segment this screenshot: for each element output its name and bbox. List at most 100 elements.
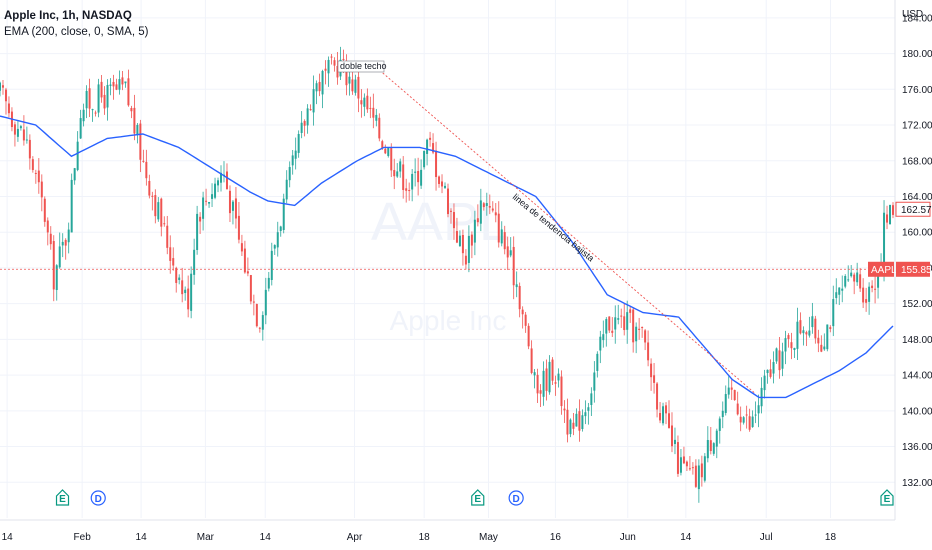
candle-body xyxy=(790,342,793,349)
candle-body xyxy=(862,287,865,303)
candle-body xyxy=(37,170,40,183)
candle-body xyxy=(327,59,330,74)
dividend-marker[interactable]: D xyxy=(90,490,106,506)
candle-body xyxy=(417,171,420,183)
candle-body xyxy=(560,376,563,407)
candle-body xyxy=(369,107,372,109)
candle-body xyxy=(264,289,267,316)
candle-body xyxy=(429,137,432,140)
candle-body xyxy=(145,161,148,179)
currency-label: USD xyxy=(902,9,923,20)
candle-body xyxy=(641,327,644,329)
candle-body xyxy=(121,77,124,85)
candle-body xyxy=(808,330,811,336)
candle-body xyxy=(844,276,847,287)
candle-body xyxy=(542,370,545,397)
candle-body xyxy=(811,316,814,328)
dividend-marker[interactable]: D xyxy=(508,490,524,506)
svg-text:D: D xyxy=(513,494,520,505)
candle-body xyxy=(157,202,160,220)
candle-body xyxy=(617,318,620,320)
time-axis[interactable] xyxy=(0,520,932,550)
candle-body xyxy=(784,338,787,352)
candle-body xyxy=(889,204,892,225)
svg-text:E: E xyxy=(474,494,481,505)
price-tick: 136.00 xyxy=(902,442,932,453)
candle-body xyxy=(166,225,169,248)
candle-body xyxy=(205,200,208,202)
candle-body xyxy=(85,90,88,109)
candle-body xyxy=(709,440,712,452)
time-tick: 16 xyxy=(550,532,562,543)
candle-body xyxy=(817,337,820,344)
time-tick: May xyxy=(479,532,498,543)
candle-body xyxy=(488,206,491,208)
candle-body xyxy=(88,88,91,109)
earnings-marker[interactable]: E xyxy=(471,489,485,506)
candle-body xyxy=(497,213,500,243)
candle-body xyxy=(196,213,199,250)
candle-body xyxy=(315,83,318,92)
candle-body xyxy=(766,369,769,374)
candle-body xyxy=(802,330,805,334)
candle-body xyxy=(820,344,823,352)
candle-body xyxy=(432,143,435,153)
candle-body xyxy=(476,218,479,223)
candle-body xyxy=(333,60,336,66)
candle-body xyxy=(228,190,231,214)
candle-body xyxy=(0,82,1,91)
candle-body xyxy=(769,369,772,377)
candle-body xyxy=(590,393,593,405)
candle-body xyxy=(781,351,784,369)
candle-body xyxy=(190,273,193,311)
time-tick: Jun xyxy=(620,532,636,543)
candle-body xyxy=(405,188,408,191)
candle-body xyxy=(46,220,49,233)
candle-body xyxy=(835,292,838,299)
candle-body xyxy=(294,150,297,159)
earnings-marker[interactable]: E xyxy=(880,489,894,506)
candle-body xyxy=(202,197,205,219)
candle-body xyxy=(644,330,647,343)
watermark-symbol: AAPL xyxy=(371,192,509,252)
candle-body xyxy=(7,103,10,114)
candle-body xyxy=(423,150,426,168)
price-tick: 172.00 xyxy=(902,121,932,132)
double-top-annotation[interactable]: doble techo xyxy=(337,60,387,73)
candle-body xyxy=(551,359,554,381)
candle-body xyxy=(653,375,656,383)
earnings-marker[interactable]: E xyxy=(55,489,70,506)
candle-body xyxy=(106,84,109,108)
candle-body xyxy=(626,312,629,330)
candle-body xyxy=(363,97,366,107)
candle-body xyxy=(402,164,405,190)
candle-body xyxy=(676,442,679,474)
candle-body xyxy=(151,195,154,197)
candle-body xyxy=(115,84,118,90)
candle-body xyxy=(16,128,19,137)
candle-body xyxy=(850,272,853,277)
candle-body xyxy=(554,382,557,384)
candle-body xyxy=(237,215,240,240)
candle-body xyxy=(136,124,139,135)
candle-body xyxy=(638,328,641,330)
candle-body xyxy=(94,112,97,114)
price-axis[interactable] xyxy=(895,0,932,520)
legend-title[interactable]: Apple Inc, 1h, NASDAQ xyxy=(4,10,132,22)
candle-body xyxy=(70,179,73,233)
time-tick: Mar xyxy=(197,532,215,543)
candle-body xyxy=(694,465,697,487)
trendline[interactable] xyxy=(370,62,755,394)
legend-indicator[interactable]: EMA (200, close, 0, SMA, 5) xyxy=(4,26,149,38)
candle-body xyxy=(856,272,859,283)
candle-body xyxy=(877,274,880,288)
candle-body xyxy=(112,81,115,87)
candle-body xyxy=(408,190,411,192)
time-tick: 14 xyxy=(136,532,148,543)
candle-body xyxy=(43,198,46,222)
candle-body xyxy=(393,170,396,177)
candle-body xyxy=(599,336,602,351)
candle-body xyxy=(31,159,34,170)
